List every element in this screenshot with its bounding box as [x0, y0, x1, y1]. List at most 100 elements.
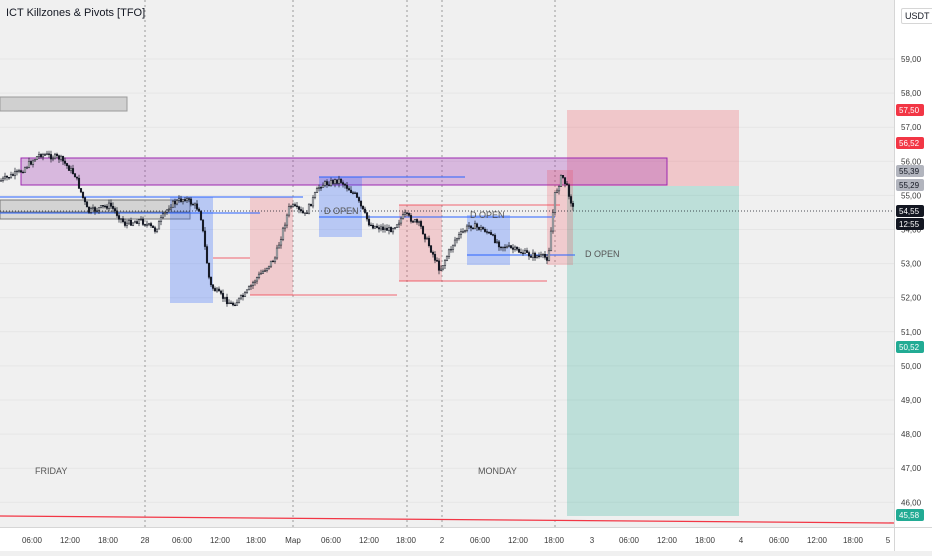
- candle-body: [415, 219, 419, 223]
- time-tick-label: 18:00: [98, 536, 119, 545]
- asia-killzone-box[interactable]: [467, 215, 510, 265]
- candle-body: [127, 219, 131, 224]
- daily-open-label: D OPEN: [585, 249, 620, 259]
- candle-body: [565, 183, 569, 186]
- candle-body: [527, 252, 531, 257]
- candle-body: [475, 223, 479, 228]
- candle-body: [111, 206, 115, 209]
- candle-body: [375, 225, 379, 228]
- candle-body: [259, 272, 263, 275]
- candle-body: [63, 160, 67, 164]
- candle-body: [125, 222, 129, 226]
- candle-body: [303, 212, 307, 214]
- price-tick-label: 49,00: [901, 396, 922, 405]
- asia-killzone-box[interactable]: [319, 177, 362, 237]
- candle-body: [349, 189, 353, 193]
- short-position-target-zone[interactable]: [567, 186, 739, 516]
- candle-body: [273, 257, 277, 262]
- price-tag-label: 45,58: [899, 511, 920, 520]
- candle-body: [427, 237, 431, 246]
- candle-body: [471, 227, 475, 230]
- chart-area[interactable]: FRIDAY MONDAY D OPEN D OPEN D OPEN: [0, 0, 895, 527]
- indicator-title[interactable]: ICT Killzones & Pivots [TFO]: [6, 7, 146, 19]
- candle-body: [275, 247, 279, 259]
- candle-body: [535, 255, 539, 259]
- candle-body: [45, 153, 49, 155]
- candle-body: [43, 154, 47, 156]
- grid: [0, 58, 894, 503]
- candle-body: [141, 218, 145, 225]
- price-tag: [896, 137, 924, 149]
- candle-body: [435, 260, 439, 262]
- price-tick-label: 58,00: [901, 89, 922, 98]
- trend-line[interactable]: [0, 515, 895, 524]
- candle-body: [151, 225, 155, 228]
- candle-body: [399, 218, 403, 224]
- candle-body: [315, 188, 319, 193]
- candle-body: [333, 179, 337, 184]
- candle-body: [541, 254, 545, 256]
- candle-body: [347, 188, 351, 191]
- price-tick-label: 47,00: [901, 464, 922, 473]
- candle-body: [525, 250, 529, 253]
- candle-body: [93, 207, 97, 212]
- candle-body: [369, 224, 373, 227]
- candle-body: [265, 267, 269, 271]
- candle-body: [461, 231, 465, 233]
- candle-body: [329, 180, 333, 186]
- candle-body: [451, 244, 455, 250]
- candle-body: [397, 222, 401, 226]
- time-tick-label: 12:00: [60, 536, 81, 545]
- candle-body: [443, 260, 447, 266]
- candlestick-series: [0, 150, 575, 307]
- candle-body: [75, 176, 79, 179]
- candle-body: [345, 185, 349, 189]
- candle-body: [191, 204, 195, 206]
- candle-body: [239, 295, 243, 299]
- london-killzone-box[interactable]: [399, 205, 442, 281]
- currency-label[interactable]: USDT: [901, 8, 932, 24]
- candle-body: [113, 208, 117, 212]
- asia-killzone-box[interactable]: [170, 197, 213, 303]
- price-tag: [896, 104, 924, 116]
- price-tag: [896, 205, 924, 217]
- candle-body: [169, 206, 173, 210]
- candle-body: [131, 222, 135, 226]
- candle-body: [207, 262, 211, 278]
- time-axis[interactable]: 06:00 12:00 18:00 28 06:00 12:00 18:00 Мар 06:00…: [0, 527, 894, 551]
- candle-body: [33, 159, 37, 162]
- time-tick-label: 4: [739, 536, 744, 545]
- candle-body: [287, 206, 291, 216]
- candle-body: [31, 160, 35, 165]
- price-axis[interactable]: 59,0058,0057,0056,0055,0054,0053,0052,00…: [894, 0, 932, 527]
- candle-body: [351, 192, 355, 194]
- price-tag: [896, 165, 924, 177]
- candle-body: [135, 221, 139, 224]
- short-position-stop-zone[interactable]: [567, 110, 739, 186]
- candle-body: [29, 161, 33, 165]
- candle-body: [465, 225, 469, 231]
- candle-body: [513, 246, 517, 250]
- candle-body: [85, 201, 89, 208]
- candle-body: [37, 154, 41, 157]
- price-chart[interactable]: FRIDAY MONDAY D OPEN D OPEN D OPEN: [0, 0, 895, 527]
- candle-body: [5, 175, 9, 178]
- candle-body: [189, 198, 193, 205]
- candle-body: [389, 227, 393, 233]
- price-tag-label: 50,52: [899, 343, 920, 352]
- candle-body: [15, 170, 19, 173]
- price-tag-label: 54,55: [899, 207, 920, 216]
- candle-body: [393, 227, 397, 229]
- candle-body: [555, 190, 559, 193]
- candle-body: [55, 153, 59, 156]
- price-tick-label: 46,00: [901, 498, 922, 507]
- previous-range-box[interactable]: [0, 96, 128, 112]
- candle-body: [83, 197, 87, 203]
- candle-body: [449, 249, 453, 251]
- candle-body: [521, 252, 525, 254]
- candle-body: [293, 204, 297, 207]
- daily-open-label: D OPEN: [324, 206, 359, 216]
- candle-body: [547, 250, 551, 261]
- candle-body: [307, 203, 311, 214]
- candle-body: [569, 196, 573, 204]
